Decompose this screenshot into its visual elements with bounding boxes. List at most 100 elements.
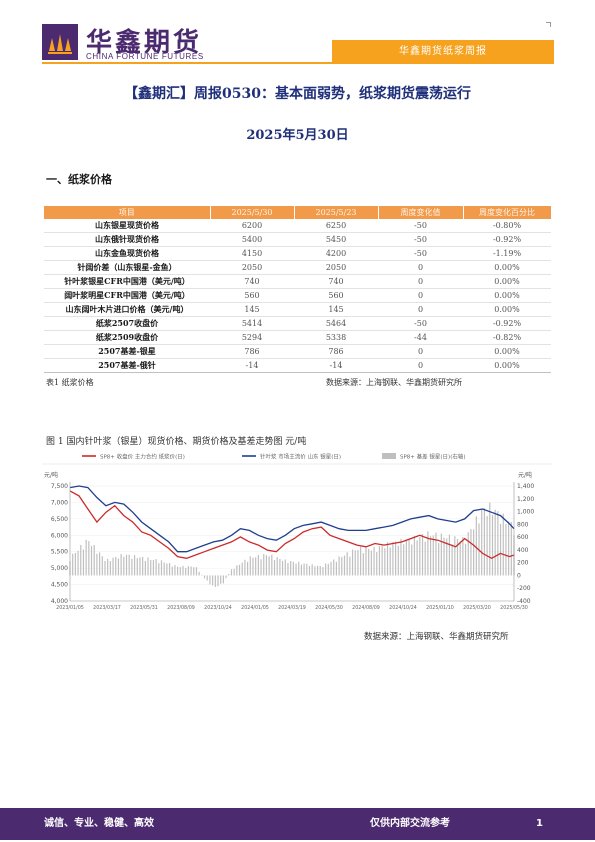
- legend-label: SP8+ 收盘价 主力合约 纸浆价(日): [100, 453, 185, 461]
- table-cell: 2050: [210, 260, 294, 275]
- table-row: 山东银星现货价格 6200 6250 -50 -0.80%: [44, 219, 551, 233]
- x-tick-label: 2025/03/20: [463, 605, 491, 611]
- table-row-label: 纸浆2507收盘价: [44, 316, 210, 331]
- table-cell: -50: [378, 316, 463, 331]
- table-cell: 0: [378, 302, 463, 317]
- right-tick-label: 400: [517, 547, 529, 554]
- table-cell: 5464: [294, 316, 378, 331]
- table-cell: 5400: [210, 232, 294, 247]
- table-cell: -0.82%: [463, 330, 551, 345]
- series-line: [69, 485, 515, 553]
- brand-name: 华鑫期货: [86, 28, 203, 58]
- logo-icon: [42, 24, 78, 60]
- table-cell: 0: [378, 274, 463, 289]
- right-tick-label: 800: [517, 521, 529, 528]
- table-cell: 0.00%: [463, 344, 551, 359]
- table-body: 山东银星现货价格 6200 6250 -50 -0.80% 山东俄针现货价格 5400 545…: [44, 219, 551, 373]
- table-cell: 560: [294, 288, 378, 303]
- table-cell: 0.00%: [463, 260, 551, 275]
- section-heading: 一、纸浆价格: [46, 173, 112, 186]
- table-column-header: 2025/5/23: [294, 206, 379, 219]
- right-tick-label: -400: [517, 598, 531, 605]
- left-axis-unit: 元/吨: [44, 471, 58, 479]
- x-tick-label: 2023/01/05: [56, 605, 84, 611]
- table-cell: 0.00%: [463, 288, 551, 303]
- table-cell: 6250: [294, 219, 378, 233]
- footer-notice: 仅供内部交流参考: [370, 818, 450, 829]
- footer-motto: 诚信、专业、稳健、高效: [44, 818, 154, 829]
- table-cell: 786: [294, 344, 378, 359]
- table-row: 纸浆2507收盘价 5414 5464 -50 -0.92%: [44, 316, 551, 331]
- table-cell: 145: [210, 302, 294, 317]
- table-cell: 0: [378, 344, 463, 359]
- table-cell: -14: [294, 358, 378, 373]
- brand-name-english: CHINA FORTUNE FUTURES: [86, 52, 204, 61]
- figure-title: 图 1 国内针叶浆（银星）现货价格、期货价格及基差走势图 元/吨: [46, 437, 307, 447]
- series-line: [69, 490, 515, 560]
- table-cell: -0.92%: [463, 316, 551, 331]
- legend-label: 针叶浆 市场主流价 山东 银星(日): [260, 453, 341, 461]
- left-tick-label: 6,000: [51, 532, 68, 539]
- table-cell: 5450: [294, 232, 378, 247]
- table-cell: 6200: [210, 219, 294, 233]
- table-row: 针叶浆银星CFR中国港（美元/吨） 740 740 0 0.00%: [44, 274, 551, 289]
- price-chart: SP8+ 收盘价 主力合约 纸浆价(日) 针叶浆 市场主流价 山东 银星(日) SP…: [42, 453, 552, 611]
- x-tick-label: 2024/08/09: [352, 605, 380, 611]
- table-cell: 0: [378, 288, 463, 303]
- right-tick-label: -200: [517, 585, 531, 592]
- table-row: 2507基差-银星 786 786 0 0.00%: [44, 344, 551, 359]
- left-tick-label: 6,500: [51, 516, 68, 523]
- x-tick-label: 2023/05/31: [130, 605, 158, 611]
- report-series-tag: 华鑫期货纸浆周报: [399, 46, 487, 57]
- left-tick-label: 5,000: [51, 565, 68, 572]
- table-header-row: 项目 2025/5/30 2025/5/23 周度变化值 周度变化百分比: [44, 206, 552, 219]
- right-tick-label: 1,000: [517, 509, 534, 516]
- table-cell: -0.80%: [463, 219, 551, 233]
- table-row-label: 2507基差-银星: [44, 344, 210, 359]
- table-column-header: 周度变化值: [378, 206, 464, 219]
- chart-source: 数据来源：上海钢联、华鑫期货研究所: [364, 632, 509, 642]
- table-cell: -50: [378, 246, 463, 261]
- table-cell: 2050: [294, 260, 378, 275]
- right-tick-label: 0: [517, 572, 521, 579]
- table-row-label: 2507基差-俄针: [44, 358, 210, 373]
- right-axis-unit: 元/吨: [518, 471, 532, 479]
- table-row: 针阔价差（山东银星-金鱼） 2050 2050 0 0.00%: [44, 260, 551, 275]
- table-row-label: 阔叶浆明星CFR中国港（美元/吨）: [44, 288, 210, 303]
- table-cell: 5294: [210, 330, 294, 345]
- table-row-label: 针阔价差（山东银星-金鱼）: [44, 260, 210, 275]
- x-tick-label: 2024/05/30: [315, 605, 343, 611]
- table-column-header: 周度变化百分比: [463, 206, 552, 219]
- x-tick-label: 2024/01/05: [241, 605, 269, 611]
- table-column-header: 项目: [44, 206, 211, 219]
- table-row: 山东阔叶木片进口价格（美元/吨） 145 145 0 0.00%: [44, 302, 551, 317]
- table-row-label: 针叶浆银星CFR中国港（美元/吨）: [44, 274, 210, 289]
- table-cell: -14: [210, 358, 294, 373]
- table-row-label: 山东俄针现货价格: [44, 232, 210, 247]
- left-tick-label: 7,000: [51, 499, 68, 506]
- right-tick-label: 200: [517, 560, 529, 567]
- table-cell: -0.92%: [463, 232, 551, 247]
- table-caption: 表1 纸浆价格: [46, 378, 94, 387]
- table-cell: 4200: [294, 246, 378, 261]
- report-title: 【鑫期汇】周报0530：基本面弱势，纸浆期货震荡运行: [124, 86, 471, 102]
- table-row: 2507基差-俄针 -14 -14 0 0.00%: [44, 358, 551, 373]
- x-tick-label: 2023/10/24: [204, 605, 232, 611]
- price-table: 项目 2025/5/30 2025/5/23 周度变化值 周度变化百分比 山东银星现货价…: [44, 206, 552, 373]
- table-row: 纸浆2509收盘价 5294 5338 -44 -0.82%: [44, 330, 551, 345]
- table-cell: 5338: [294, 330, 378, 345]
- table-cell: 5414: [210, 316, 294, 331]
- header-divider: [42, 62, 554, 64]
- table-cell: 0.00%: [463, 358, 551, 373]
- table-row-label: 山东阔叶木片进口价格（美元/吨）: [44, 302, 210, 317]
- table-cell: -50: [378, 232, 463, 247]
- table-row: 山东金鱼现货价格 4150 4200 -50 -1.19%: [44, 246, 551, 261]
- table-column-header: 2025/5/30: [210, 206, 295, 219]
- table-row: 阔叶浆明星CFR中国港（美元/吨） 560 560 0 0.00%: [44, 288, 551, 303]
- table-row-label: 纸浆2509收盘价: [44, 330, 210, 345]
- table-cell: 0.00%: [463, 302, 551, 317]
- table-cell: 0.00%: [463, 274, 551, 289]
- x-tick-label: 2025/05/30: [500, 605, 528, 611]
- x-tick-label: 2025/01/10: [426, 605, 454, 611]
- report-date: 2025年5月30日: [246, 128, 349, 143]
